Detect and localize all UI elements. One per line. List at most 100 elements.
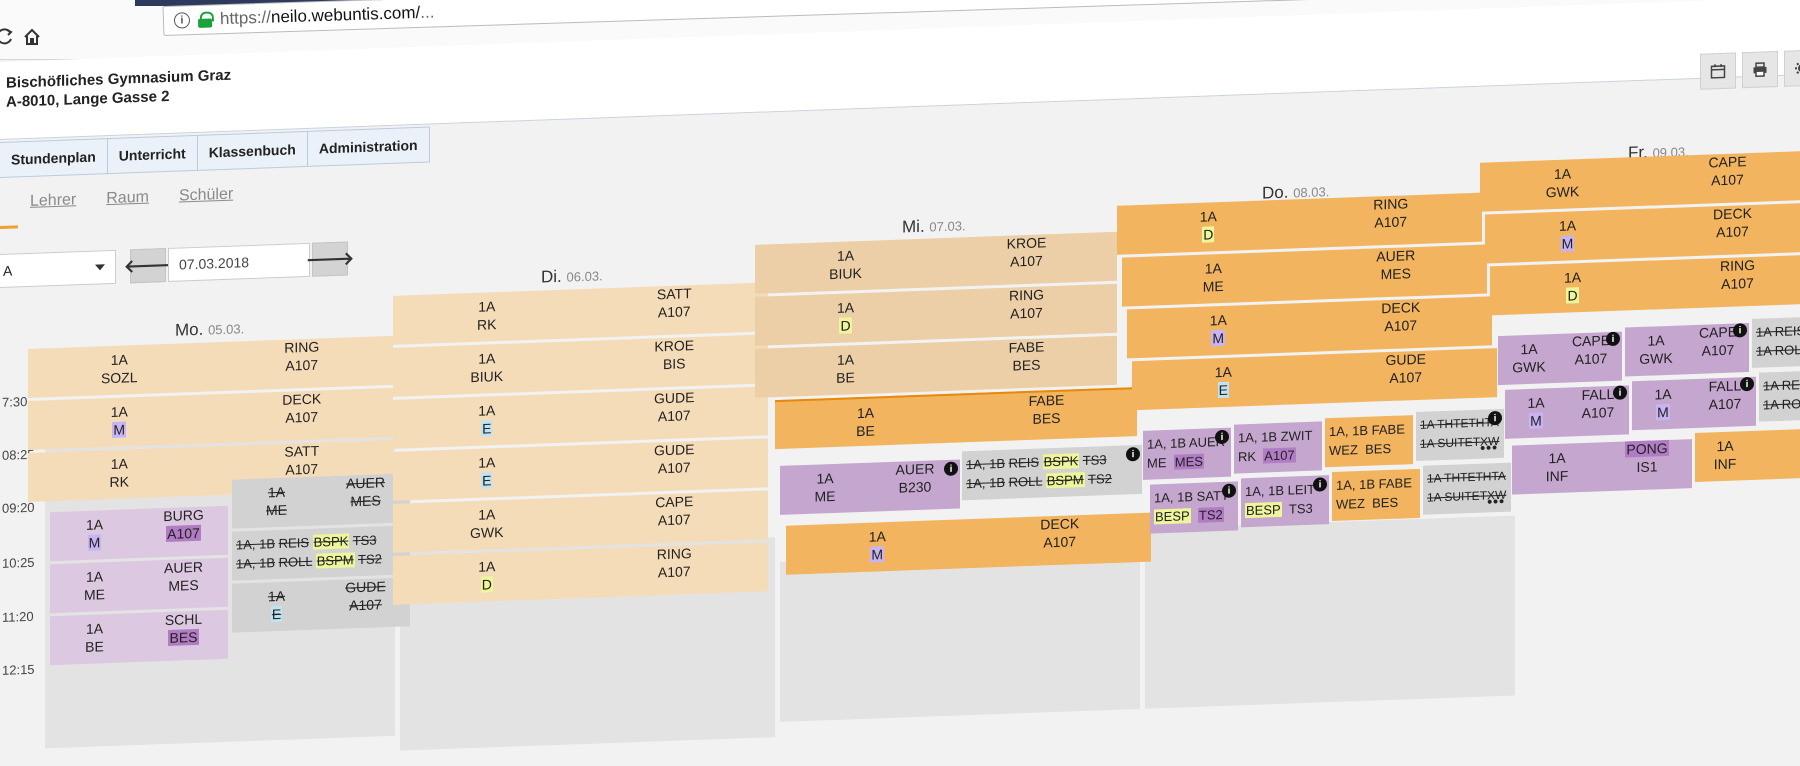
prev-week-button[interactable]: 🡐 <box>130 248 166 283</box>
lesson-room: A107 <box>1687 341 1749 360</box>
lesson-class: 1A <box>1505 394 1567 413</box>
time-label: 12:15 <box>2 662 35 678</box>
day-header-mi: Mi. 07.03. <box>902 215 966 237</box>
column-bg-mi <box>780 549 1140 722</box>
tab-unterricht[interactable]: Unterricht <box>108 135 198 174</box>
cancelled-lesson-cell[interactable]: 1A REIS 1A RO <box>1759 371 1800 422</box>
lesson-cell[interactable]: 1A GWK CAPE A107 i <box>1625 323 1749 376</box>
app-header <box>0 0 1800 140</box>
lesson-teacher: AUER <box>139 558 228 578</box>
subtab-schueler[interactable]: Schüler <box>179 186 233 206</box>
more-icon[interactable]: ••• <box>1487 493 1505 511</box>
cancelled-lesson-cell[interactable]: 1A THTETHTA 1A SUITETXW i ••• <box>1416 409 1504 461</box>
lesson-cell[interactable]: 1A, 1B SATT BESP TS2 i <box>1150 481 1238 533</box>
settings-button[interactable] <box>1784 49 1800 86</box>
lesson-cell[interactable]: 1A, 1B LEIT BESP TS3 i <box>1241 475 1329 527</box>
next-week-button[interactable]: 🡒 <box>312 241 348 276</box>
cancelled-lesson-cell[interactable]: 1A REIS 1A ROLL <box>1752 317 1800 368</box>
lesson-subject: GWK <box>1625 349 1687 368</box>
lesson-class: 1A <box>780 469 870 489</box>
lesson-teacher: BURG <box>139 506 228 526</box>
date-input[interactable]: 07.03.2018 <box>168 243 310 282</box>
lesson-room: IS1 <box>1602 457 1692 477</box>
school-info: Bischöfliches Gymnasium Graz A-8010, Lan… <box>6 66 231 112</box>
lesson-teacher: PONG <box>1602 439 1692 459</box>
lesson-subject: M <box>50 533 139 553</box>
cancelled-lesson-cell[interactable]: 1A, 1B REIS BSPK TS3 1A, 1B ROLL BSPM TS… <box>962 445 1142 500</box>
lesson-cell[interactable]: 1A INF PONG IS1 <box>1512 439 1692 494</box>
lesson-cell[interactable]: 1A D RING A107 <box>1117 193 1482 255</box>
lesson-room: A107 <box>1694 395 1756 414</box>
print-button[interactable] <box>1742 51 1778 88</box>
lesson-cell[interactable]: 1A GWK CAPE A107 i <box>1498 332 1622 385</box>
lesson-cell[interactable]: 1A BIUK KROE A107 <box>755 232 1117 294</box>
lesson-cell[interactable]: 1A D RING A107 <box>755 284 1117 346</box>
lesson-cell[interactable]: 1A M DECK A107 <box>1485 203 1800 264</box>
lesson-cell[interactable]: 1A M FALL A107 i <box>1505 385 1629 438</box>
lesson-room: BES <box>139 628 228 648</box>
lesson-cell[interactable]: 1A ME AUER B230 i <box>780 459 960 514</box>
lesson-subject: M <box>1505 412 1567 431</box>
lesson-subject: INF <box>1512 466 1602 486</box>
class-select[interactable]: A <box>0 250 116 289</box>
lesson-cell[interactable]: 1A INF <box>1695 429 1800 482</box>
lesson-cell[interactable]: 1A M BURG A107 <box>50 506 228 561</box>
lesson-cell[interactable]: 1A E GUDE A107 <box>1132 348 1497 410</box>
lesson-cell[interactable]: 1A, 1B ZWIT RK A107 <box>1234 421 1322 473</box>
chevron-down-icon <box>95 264 105 270</box>
arrow-left-icon: 🡐 <box>124 254 172 277</box>
cancelled-lesson-cell[interactable]: 1A E GUDE A107 <box>232 577 410 632</box>
subtab-raum[interactable]: Raum <box>106 189 149 209</box>
lesson-room: A107 <box>1560 350 1622 369</box>
time-label: 7:30 <box>2 394 27 410</box>
tab-administration[interactable]: Administration <box>308 127 430 167</box>
lesson-room: A107 <box>139 524 228 544</box>
lesson-cell[interactable]: 1A BE SCHL BES <box>50 610 228 665</box>
lesson-cell[interactable]: 1A ME AUER MES i <box>50 558 228 613</box>
lesson-room: A107 <box>1567 403 1629 422</box>
lesson-subject: INF <box>1695 455 1755 474</box>
time-label: 09:20 <box>2 500 35 516</box>
lesson-subject: M <box>1632 403 1694 422</box>
lesson-cell[interactable]: 1A M FALL A107 i <box>1632 377 1756 430</box>
class-select-value: A <box>3 263 12 279</box>
day-header-di: Di. 06.03. <box>541 265 603 287</box>
lesson-class: 1A <box>232 586 321 606</box>
lesson-class: 1A <box>1695 437 1755 456</box>
calendar-icon <box>1710 63 1726 80</box>
arrow-right-icon: 🡒 <box>306 248 354 271</box>
subtab-lehrer[interactable]: Lehrer <box>30 191 76 211</box>
tab-klassenbuch[interactable]: Klassenbuch <box>198 131 308 171</box>
lesson-cell[interactable]: 1A M DECK A107 <box>1127 296 1492 358</box>
lesson-cell[interactable]: 1A, 1B FABE WEZ BES <box>1332 469 1420 521</box>
lesson-cell[interactable]: 1A ME AUER MES <box>1122 244 1487 306</box>
header-tools <box>1700 49 1800 89</box>
webuntis-app: Bischöfliches Gymnasium Graz A-8010, Lan… <box>0 0 1800 660</box>
time-label: 10:25 <box>2 555 35 571</box>
lesson-cell[interactable]: 1A, 1B FABE WEZ BES <box>1325 415 1413 467</box>
lesson-cell[interactable]: 1A GWK CAPE A107 <box>1480 151 1800 212</box>
active-subtab-indicator <box>0 225 18 229</box>
lesson-class: 1A <box>1498 340 1560 359</box>
lesson-subject: ME <box>780 487 870 507</box>
calendar-button[interactable] <box>1700 53 1736 90</box>
lesson-subject: E <box>232 604 321 624</box>
lesson-cell[interactable]: 1A D RING A107 <box>1490 254 1800 315</box>
cancelled-lesson-cell[interactable]: 1A ME AUER MES <box>232 473 410 528</box>
cancelled-lesson-cell[interactable]: 1A THTETHTA 1A SUITETXW ••• <box>1423 463 1511 515</box>
lesson-subject: ME <box>232 500 321 520</box>
lesson-class: 1A <box>50 515 139 535</box>
lesson-cell[interactable]: 1A SOZL RING A107 <box>28 336 393 398</box>
cancelled-lesson-cell[interactable]: 1A, 1B REIS BSPK TS3 1A, 1B ROLL BSPM TS… <box>232 525 410 580</box>
lesson-class: 1A <box>232 482 321 502</box>
gear-icon <box>1794 60 1800 77</box>
lesson-cell[interactable]: 1A, 1B AUER ME MES i <box>1143 428 1231 480</box>
lesson-class: 1A <box>50 567 139 587</box>
print-icon <box>1752 61 1768 78</box>
lesson-room: B230 <box>870 477 960 497</box>
tab-stundenplan[interactable]: Stundenplan <box>0 138 108 178</box>
more-icon[interactable]: ••• <box>1480 439 1498 457</box>
lesson-cell[interactable]: 1A BE FABE BES <box>775 387 1137 449</box>
lesson-class: 1A <box>1512 448 1602 468</box>
lesson-cell[interactable]: 1A BE FABE BES <box>755 336 1117 398</box>
